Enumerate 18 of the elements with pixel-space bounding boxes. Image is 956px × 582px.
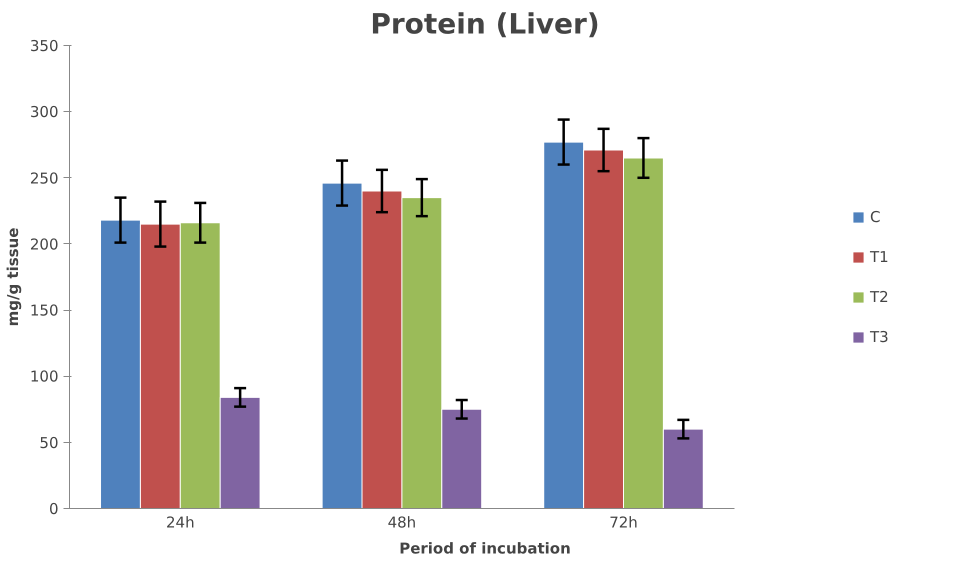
y-tick-label: 100 [30, 368, 59, 386]
y-tick-label: 350 [30, 37, 59, 55]
x-axis-title: Period of incubation [399, 540, 571, 558]
y-tick-label: 150 [30, 302, 59, 320]
y-axis-title: mg/g tissue [4, 228, 22, 326]
legend-label: T3 [870, 328, 890, 346]
y-tick-label: 200 [30, 235, 59, 254]
x-tick-label: 72h [609, 514, 638, 532]
y-tick-label: 250 [30, 169, 59, 188]
legend-label: T1 [870, 248, 890, 266]
chart-title: Protein (Liver) [370, 8, 600, 40]
legend-label: C [870, 208, 882, 226]
x-tick-label: 48h [388, 514, 416, 532]
y-tick-label: 50 [39, 434, 59, 452]
x-tick-label: 24h [166, 514, 195, 532]
y-tick-label: 300 [30, 103, 59, 122]
legend-label: T2 [870, 288, 890, 306]
y-tick-label: 0 [48, 500, 59, 518]
